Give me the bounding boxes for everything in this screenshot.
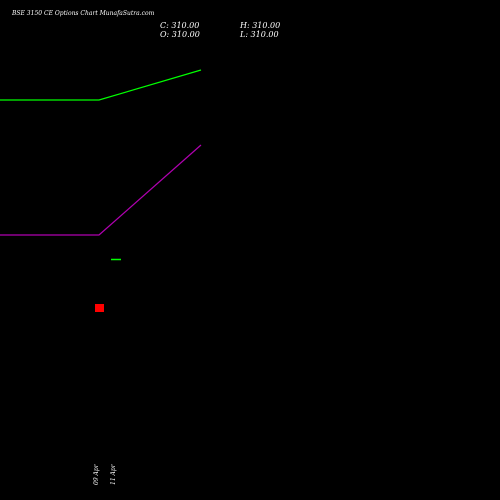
series-line-green — [0, 69, 202, 101]
series-line-purple — [0, 144, 202, 236]
x-tick-label: 09 Apr — [93, 463, 100, 485]
high-price-label: H: 310.00 — [240, 21, 281, 30]
open-price-label: O: 310.00 — [160, 30, 200, 39]
close-price-label: C: 310.00 — [160, 21, 200, 30]
low-price-label: L: 310.00 — [240, 30, 279, 39]
chart-title: BSE 3150 CE Options Chart MunafaSutra.co… — [12, 10, 155, 17]
candle-marker — [95, 304, 104, 312]
x-tick-label: 11 Apr — [110, 463, 117, 485]
